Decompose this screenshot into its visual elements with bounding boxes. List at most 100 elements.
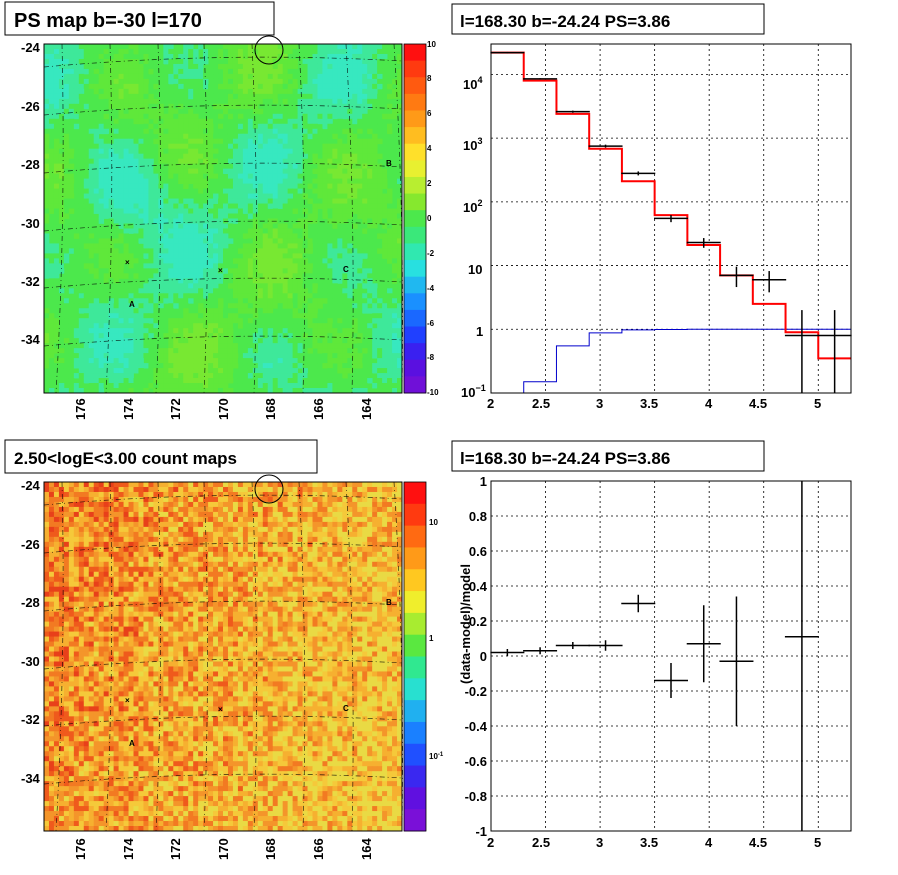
ps-map-cell [327, 203, 333, 209]
ps-map-cell [332, 163, 338, 170]
ps-map-cell [272, 83, 279, 90]
ps-map-cell [307, 313, 313, 319]
ps-map-cell [287, 103, 294, 110]
ps-map-cell [277, 133, 284, 140]
ps-map-cell [208, 183, 214, 189]
ps-map-cell [312, 63, 318, 70]
ps-map-cell [198, 233, 204, 239]
ps-map-cell [198, 273, 204, 279]
ps-map-cell [103, 303, 110, 309]
ps-map-cell [312, 233, 318, 239]
ps-palette-band [404, 210, 426, 228]
ps-map-cell [322, 183, 328, 189]
count-map-cell [382, 506, 388, 513]
ps-map-cell [297, 348, 303, 354]
ps-map-cell [153, 48, 159, 55]
ps-map-cell [327, 168, 333, 175]
ps-map-cell [347, 138, 353, 145]
ps-map-cell [173, 128, 179, 135]
ps-map-cell [337, 353, 343, 359]
ps-map-cell [242, 153, 249, 160]
ps-map-cell [347, 183, 353, 189]
ps-map-cell [257, 138, 264, 145]
ps-map-cell [292, 388, 298, 394]
ps-map-cell [143, 298, 149, 304]
ps-map-cell [267, 133, 274, 140]
ps-map-cell [198, 358, 204, 364]
ps-map-cell [103, 358, 110, 364]
ps-map-cell [332, 93, 338, 100]
ps-map-cell [83, 308, 90, 314]
count-map-cell [178, 486, 184, 493]
ps-map-cell [267, 313, 274, 319]
ps-map-cell [317, 303, 323, 309]
ps-map-cell [377, 293, 383, 299]
ps-map-cell [252, 93, 259, 100]
ps-map-cell [188, 228, 194, 234]
ps-map-cell [242, 123, 249, 130]
ps-map-cell [183, 348, 189, 354]
ps-map-cell [178, 333, 184, 339]
ps-map-cell [173, 323, 179, 329]
ps-map-cell [372, 108, 378, 115]
ps-map-cell [292, 278, 298, 284]
count-map-cell [58, 501, 65, 508]
ps-map-cell [352, 383, 358, 389]
ps-map-cell [252, 73, 259, 80]
ps-map-cell [193, 258, 199, 264]
ps-map-cell [208, 48, 214, 55]
ps-map-cell [178, 373, 184, 379]
ps-map-cell [93, 128, 100, 135]
ps-map-cell [372, 198, 378, 204]
ps-map-cell [272, 143, 279, 150]
count-map-cell [307, 501, 313, 508]
ps-map-cell [362, 138, 368, 145]
ps-map-cell [307, 213, 313, 219]
ps-map-cell [138, 188, 144, 194]
ps-map-cell [277, 248, 284, 254]
ps-map-cell [208, 163, 214, 170]
ps-map-cell [44, 358, 50, 364]
ps-map-cell [218, 118, 224, 125]
ps-map-cell [267, 283, 274, 289]
ps-map-cell [342, 53, 348, 60]
ps-map-cell [133, 213, 139, 219]
ps-map-cell [332, 243, 338, 249]
ps-map-cell [168, 388, 174, 394]
ps-map-cell [198, 238, 204, 244]
ps-map-cell [58, 368, 65, 374]
ps-map-cell [397, 338, 403, 344]
ps-map-cell [78, 193, 85, 199]
ps-map-cell [118, 303, 124, 309]
ps-map-cell [372, 368, 378, 374]
ps-map-cell [362, 318, 368, 324]
ps-map-cell [302, 163, 308, 170]
ps-map-cell [153, 128, 159, 135]
ps-map-cell [123, 158, 129, 165]
ps-map-cell [123, 133, 129, 140]
ps-map-cell [168, 63, 174, 70]
ps-map-cell [188, 288, 194, 294]
ps-map-cell [198, 288, 204, 294]
ps-map-cell [108, 203, 115, 209]
ps-map-cell [327, 103, 333, 110]
ps-map-cell [113, 158, 119, 165]
ps-map-cell [163, 148, 169, 155]
ps-map-cell [307, 303, 313, 309]
ps-map-cell [367, 213, 373, 219]
ps-map-cell [173, 373, 179, 379]
ps-map-cell [123, 63, 129, 70]
ps-map-cell [312, 313, 318, 319]
ps-map-cell [158, 83, 164, 90]
ps-map-cell [247, 293, 254, 299]
ps-map-cell [267, 128, 274, 135]
ps-map-cell [143, 83, 149, 90]
ps-map-cell [203, 143, 209, 150]
ps-map-cell [272, 338, 279, 344]
spectrum-marks [490, 51, 852, 394]
ps-map-cell [307, 58, 313, 65]
ps-map-cell [287, 293, 294, 299]
ps-map-cell [88, 103, 95, 110]
ps-map-cell [362, 53, 368, 60]
ps-map-cell [242, 288, 249, 294]
